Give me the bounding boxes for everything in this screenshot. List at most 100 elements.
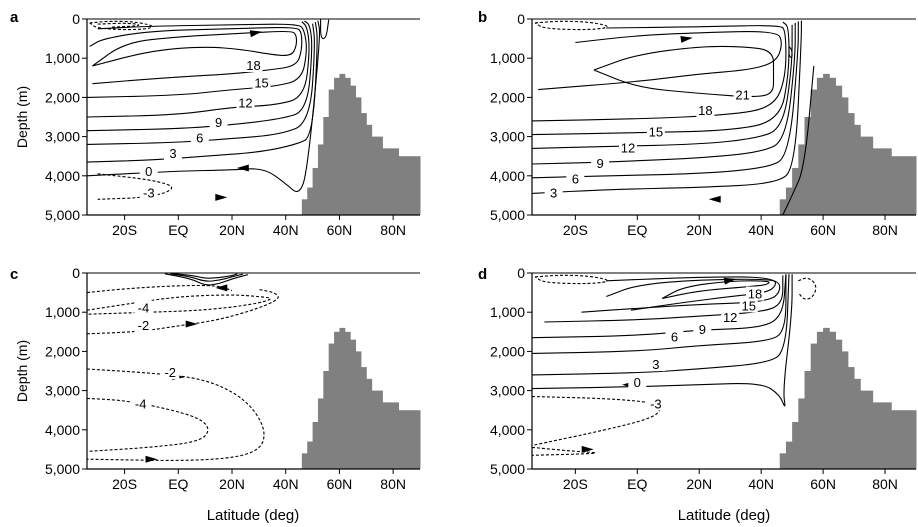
- bathymetry-step: [409, 410, 421, 469]
- y-axis-title: Depth (m): [14, 340, 30, 402]
- contour-label: 12: [723, 310, 737, 325]
- bathymetry-step: [816, 331, 824, 469]
- x-tick-label: EQ: [627, 476, 647, 492]
- x-tick-label: 20S: [563, 476, 588, 492]
- contour-label: 3: [652, 357, 659, 372]
- bathymetry-step: [360, 113, 367, 215]
- x-tick-label: 20N: [219, 222, 245, 238]
- contour-line: [170, 273, 243, 282]
- flow-arrow: [723, 277, 737, 285]
- bathymetry-step: [823, 327, 830, 469]
- contour-label: 21: [735, 87, 749, 102]
- flow-arrow: [680, 35, 693, 43]
- panel-label-c: c: [10, 266, 18, 283]
- bathymetry-step: [854, 378, 861, 469]
- y-tick-label: 2,000: [45, 89, 80, 105]
- panel-label-a: a: [10, 9, 19, 26]
- bathymetry-step: [323, 117, 330, 215]
- bathymetry-step: [355, 351, 362, 469]
- contour-line: [86, 23, 307, 98]
- contour-label: -2: [138, 318, 150, 333]
- bathymetry-step: [872, 148, 892, 215]
- contour-label-bg: [190, 130, 209, 145]
- contour-line: [531, 24, 793, 149]
- bathymetry-step: [344, 331, 351, 469]
- flow-arrow: [145, 455, 158, 463]
- x-tick-label: 20S: [112, 222, 137, 238]
- x-tick-label: 40N: [273, 476, 299, 492]
- contour-label: 18: [698, 103, 712, 118]
- x-tick-label: 40N: [273, 222, 299, 238]
- x-tick-label: 60N: [810, 222, 836, 238]
- contour-line: [531, 22, 796, 165]
- contour-label-bg: [244, 58, 263, 73]
- bathymetry-step: [371, 390, 383, 469]
- y-tick-label: 0: [517, 11, 525, 27]
- x-tick-label: 20S: [563, 222, 588, 238]
- bathymetry-step: [835, 85, 843, 215]
- contour-label: 18: [246, 58, 260, 73]
- contour-line: [661, 280, 770, 300]
- contour-line: [531, 21, 799, 179]
- contour-label-bg: [628, 374, 647, 389]
- bathymetry-step: [810, 89, 818, 215]
- contour-label: 3: [169, 146, 176, 161]
- contour-line: [531, 274, 787, 354]
- contour-line-dashed: [86, 294, 271, 315]
- x-tick-label: EQ: [627, 222, 647, 238]
- contour-label: 0: [634, 375, 641, 390]
- contour-line: [782, 65, 815, 216]
- y-tick-label: 4,000: [45, 168, 80, 184]
- bathymetry-step: [792, 421, 799, 469]
- x-tick-label: 60N: [327, 476, 353, 492]
- contour-line: [89, 27, 303, 85]
- bathymetry-step: [860, 136, 874, 215]
- bathymetry-step: [382, 402, 400, 469]
- contour-label: 6: [196, 131, 203, 146]
- contour-label-bg: [646, 124, 665, 139]
- contour-label: -4: [135, 396, 147, 411]
- contour-line-dashed: [97, 22, 140, 28]
- bathymetry-step: [307, 441, 314, 469]
- bathymetry-step: [847, 367, 855, 469]
- y-tick-label: 2,000: [490, 343, 525, 359]
- bathymetry-step: [798, 144, 806, 215]
- contour-line: [606, 278, 777, 311]
- bathymetry-step: [328, 343, 335, 469]
- contour-label-bg: [139, 185, 158, 200]
- bathymetry-step: [409, 156, 421, 215]
- bathymetry-step: [779, 199, 787, 215]
- contour-label-bg: [646, 357, 665, 372]
- contour-line-dashed: [531, 395, 661, 447]
- contour-line-dashed: [531, 446, 596, 456]
- contour-line: [538, 31, 782, 91]
- panel-b: b 21 18 15 12 9 63 0 1,000 2,000 3,000 4,000 5,000 20…: [478, 9, 917, 238]
- contour-label-bg: [131, 396, 150, 411]
- contour-label-bg: [566, 171, 585, 186]
- contour-label-bg: [646, 396, 665, 411]
- bathymetry-step: [301, 453, 308, 469]
- contour-line: [164, 273, 249, 286]
- bathymetry-step: [823, 73, 830, 215]
- contour-line-dashed: [97, 173, 173, 200]
- bathymetry-step: [829, 331, 836, 469]
- bathymetry-step: [841, 351, 849, 469]
- y-tick-label: 4,000: [45, 422, 80, 438]
- x-axis-title-left: Latitude (deg): [207, 507, 300, 524]
- bathymetry-step: [847, 113, 855, 215]
- bathymetry-c: [301, 327, 421, 469]
- y-tick-label: 0: [72, 265, 80, 281]
- contour-line-dashed: [89, 20, 153, 31]
- contour-label-bg: [721, 310, 740, 325]
- contour-label: 6: [671, 330, 678, 345]
- contour-label-bg: [236, 95, 255, 110]
- x-tick-label: 80N: [380, 222, 406, 238]
- contour-line-dashed: [86, 368, 265, 461]
- bathymetry-step: [339, 327, 346, 469]
- contour-label: -3: [650, 396, 662, 411]
- contour-label: -4: [138, 300, 150, 315]
- bathymetry-step: [317, 144, 324, 215]
- contour-line: [86, 21, 310, 118]
- bathymetry-step: [792, 167, 799, 215]
